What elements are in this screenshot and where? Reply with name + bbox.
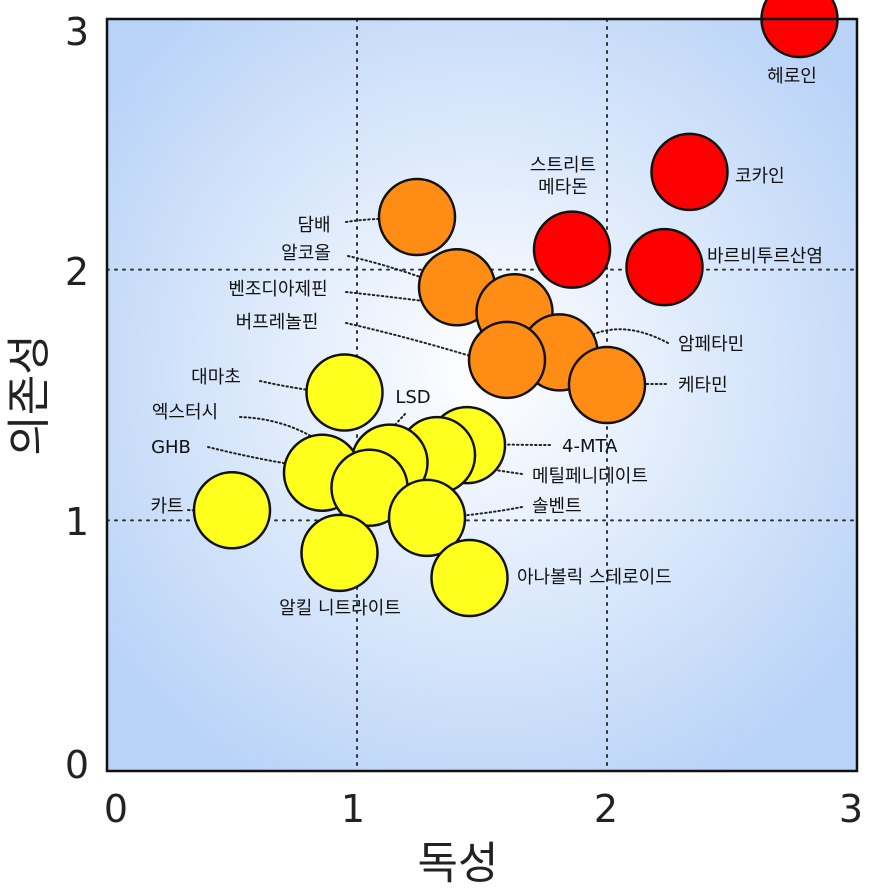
point-label: 담배 (297, 215, 330, 236)
y-tick-label: 0 (65, 743, 89, 787)
x-tick-label: 2 (594, 787, 618, 831)
point-label: 솔벤트 (532, 496, 582, 517)
point-label: 코카인 (735, 166, 785, 187)
point-label: 알코올 (281, 243, 331, 264)
data-point (387, 478, 467, 558)
point-label: 4-MTA (562, 436, 618, 457)
y-tick-label: 1 (65, 500, 89, 544)
point-label: 카트 (150, 496, 183, 517)
data-points (192, 0, 839, 618)
label-leader-line (566, 328, 669, 352)
data-point (305, 353, 384, 432)
axis-ticks: 0 1 2 3 0 1 2 3 (65, 10, 863, 831)
data-point (300, 513, 379, 593)
point-label: 벤조디아제핀 (228, 279, 327, 300)
y-tick-label: 3 (65, 10, 89, 54)
data-point (192, 471, 272, 550)
x-tick-label: 1 (341, 787, 365, 831)
data-point (467, 320, 547, 400)
x-axis-title: 독성 (418, 838, 499, 889)
x-tick-label: 3 (839, 787, 863, 831)
point-label: 헤로인 (767, 66, 817, 87)
point-label: GHB (151, 437, 191, 458)
data-point (650, 132, 729, 212)
point-label: 아나볼릭 스테로이드 (517, 567, 672, 588)
point-label: 암페타민 (678, 334, 744, 355)
point-label: 메틸페니데이트 (532, 466, 648, 487)
data-point (567, 345, 647, 425)
plot-area (107, 19, 857, 771)
y-axis-title: 의존성 (4, 334, 55, 455)
point-label: 엑스터시 (152, 402, 218, 423)
point-label: LSD (395, 387, 430, 408)
point-label: 대마초 (191, 367, 241, 388)
y-tick-label: 2 (65, 250, 89, 294)
label-leader-line (259, 380, 343, 395)
point-label: 스트리트 메타돈 (530, 155, 596, 198)
x-tick-label: 0 (104, 787, 128, 831)
point-label: 알킬 니트라이트 (279, 598, 401, 619)
data-point (430, 538, 509, 618)
point-label: 케타민 (678, 375, 728, 396)
plot-frame (105, 17, 859, 773)
data-point (625, 227, 704, 307)
point-label: 버프레놀핀 (236, 312, 319, 333)
data-point (377, 177, 457, 257)
point-label: 바르비투르산염 (707, 246, 823, 267)
data-point (532, 210, 612, 289)
